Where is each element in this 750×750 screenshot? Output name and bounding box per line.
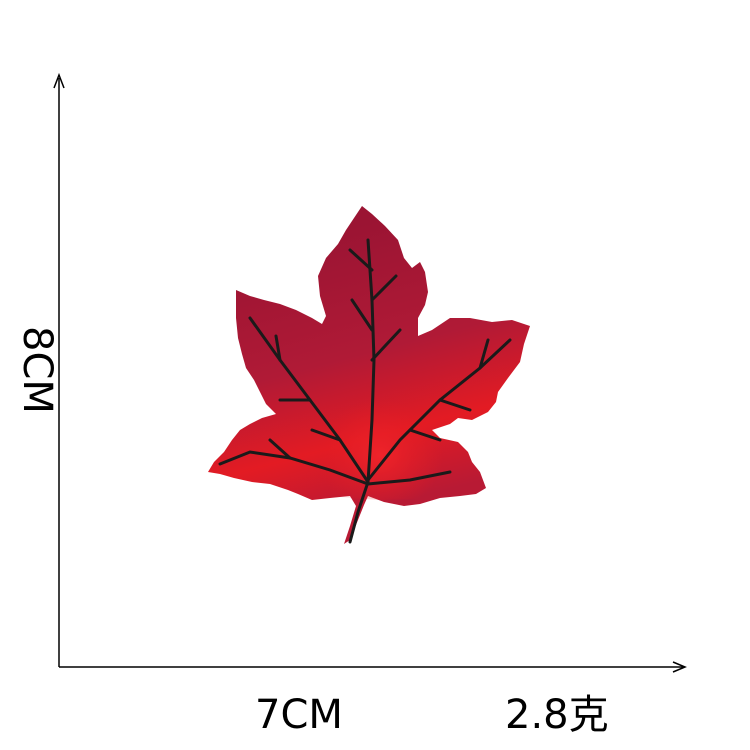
weight-label: 2.8克 bbox=[505, 692, 609, 738]
leaf-veins bbox=[218, 238, 512, 544]
width-label: 7CM bbox=[255, 692, 343, 738]
maple-leaf-patch-image bbox=[208, 206, 530, 544]
leaf-highlight bbox=[290, 340, 470, 500]
vertical-axis-arrow bbox=[53, 72, 65, 89]
height-label: 8CM bbox=[14, 326, 60, 414]
horizontal-axis-arrow bbox=[672, 661, 687, 673]
